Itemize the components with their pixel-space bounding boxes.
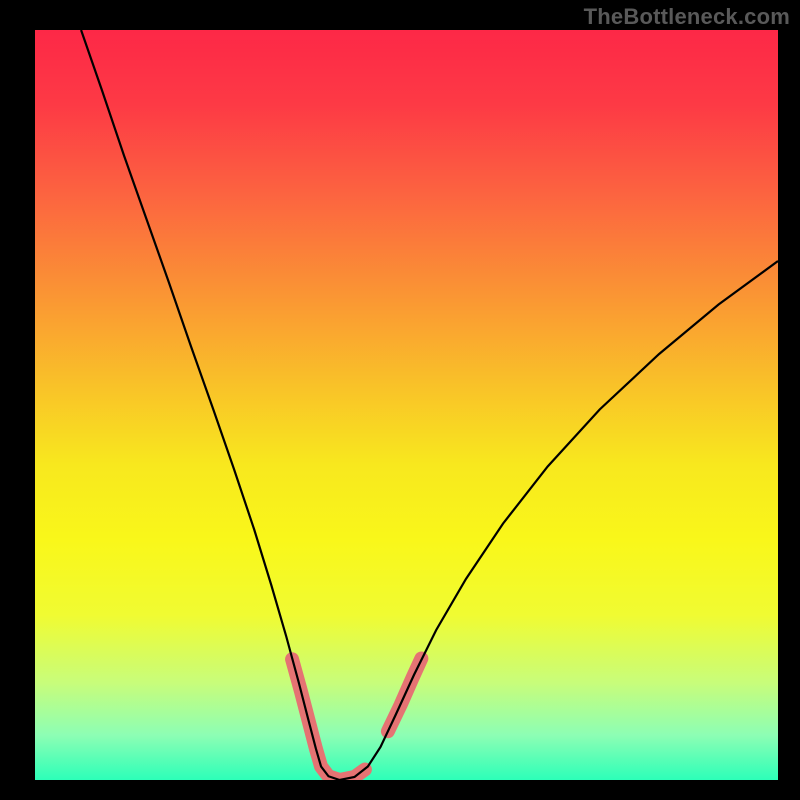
bottleneck-chart [0, 0, 800, 800]
plot-gradient-background [35, 30, 778, 780]
chart-container: TheBottleneck.com [0, 0, 800, 800]
watermark-label: TheBottleneck.com [584, 4, 790, 30]
